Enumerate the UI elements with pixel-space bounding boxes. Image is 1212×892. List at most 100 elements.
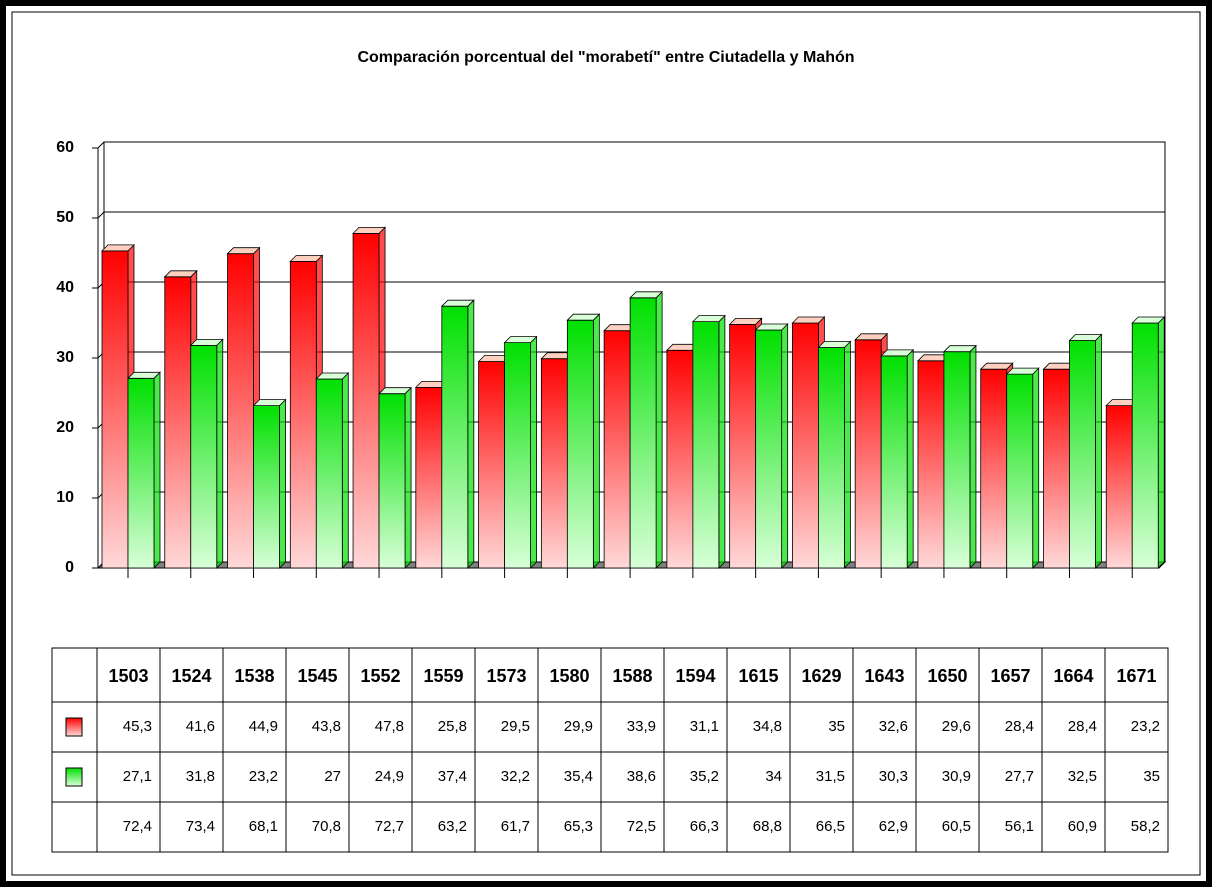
table-header: 1657 bbox=[990, 666, 1030, 686]
bar bbox=[1005, 367, 1040, 569]
table-cell: 31,1 bbox=[690, 718, 719, 735]
table-cell: 28,4 bbox=[1005, 718, 1034, 735]
table-cell: 37,4 bbox=[438, 768, 467, 785]
table-cell: 25,8 bbox=[438, 718, 467, 735]
table-cell: 32,5 bbox=[1068, 768, 1097, 785]
table-cell: 29,9 bbox=[564, 718, 593, 735]
y-tick-label: 10 bbox=[56, 489, 74, 506]
y-tick-label: 30 bbox=[56, 349, 74, 366]
table-header: 1629 bbox=[801, 666, 841, 686]
table-cell: 29,6 bbox=[942, 718, 971, 735]
legend-marker bbox=[65, 717, 83, 737]
chart-title: Comparación porcentual del "morabetí" en… bbox=[357, 49, 854, 66]
table-cell: 31,8 bbox=[186, 768, 215, 785]
table-header: 1559 bbox=[423, 666, 463, 686]
bar bbox=[629, 290, 664, 569]
bar bbox=[503, 335, 538, 569]
table-cell: 23,2 bbox=[249, 768, 278, 785]
bar bbox=[880, 348, 915, 569]
table-cell: 23,2 bbox=[1131, 718, 1160, 735]
table-header: 1503 bbox=[108, 666, 148, 686]
table-header: 1538 bbox=[234, 666, 274, 686]
bar bbox=[127, 371, 161, 569]
legend-marker bbox=[65, 767, 83, 787]
bar bbox=[1068, 333, 1103, 569]
table-cell: 29,5 bbox=[501, 718, 530, 735]
table-cell: 60,9 bbox=[1068, 818, 1097, 835]
table-cell: 62,9 bbox=[879, 818, 908, 835]
table-cell: 32,6 bbox=[879, 718, 908, 735]
table-cell: 31,5 bbox=[816, 768, 845, 785]
table-cell: 43,8 bbox=[312, 718, 341, 735]
table-cell: 66,5 bbox=[816, 818, 845, 835]
table-cell: 34 bbox=[765, 768, 782, 785]
bar bbox=[440, 299, 475, 569]
table-cell: 73,4 bbox=[186, 818, 215, 835]
table-cell: 35 bbox=[828, 718, 845, 735]
table-cell: 24,9 bbox=[375, 768, 404, 785]
table-header: 1573 bbox=[486, 666, 526, 686]
table-cell: 72,4 bbox=[123, 818, 152, 835]
table-header: 1671 bbox=[1116, 666, 1156, 686]
bar bbox=[691, 314, 726, 569]
table-cell: 63,2 bbox=[438, 818, 467, 835]
table-cell: 41,6 bbox=[186, 718, 215, 735]
table-cell: 65,3 bbox=[564, 818, 593, 835]
table-cell: 27,1 bbox=[123, 768, 152, 785]
table-header: 1594 bbox=[675, 666, 715, 686]
table-cell: 30,9 bbox=[942, 768, 971, 785]
table-cell: 68,1 bbox=[249, 818, 278, 835]
table-cell: 72,5 bbox=[627, 818, 656, 835]
bar bbox=[189, 338, 224, 569]
table-cell: 58,2 bbox=[1131, 818, 1160, 835]
table-cell: 35,4 bbox=[564, 768, 593, 785]
bar bbox=[942, 344, 977, 569]
table-cell: 44,9 bbox=[249, 718, 278, 735]
table-header: 1524 bbox=[171, 666, 211, 686]
bar bbox=[352, 226, 387, 569]
bar bbox=[817, 340, 852, 569]
y-tick-label: 50 bbox=[56, 209, 74, 226]
y-tick-label: 20 bbox=[56, 419, 74, 436]
bar bbox=[378, 386, 413, 569]
table-cell: 60,5 bbox=[942, 818, 971, 835]
table-header: 1643 bbox=[864, 666, 904, 686]
table-cell: 28,4 bbox=[1068, 718, 1097, 735]
table-cell: 45,3 bbox=[123, 718, 152, 735]
table-header: 1552 bbox=[360, 666, 400, 686]
table-header: 1650 bbox=[927, 666, 967, 686]
y-tick-label: 60 bbox=[56, 139, 74, 156]
table-cell: 30,3 bbox=[879, 768, 908, 785]
table-cell: 47,8 bbox=[375, 718, 404, 735]
table-cell: 66,3 bbox=[690, 818, 719, 835]
table-cell: 32,2 bbox=[501, 768, 530, 785]
bar bbox=[754, 323, 789, 569]
table-cell: 35,2 bbox=[690, 768, 719, 785]
table-cell: 56,1 bbox=[1005, 818, 1034, 835]
table-cell: 70,8 bbox=[312, 818, 341, 835]
inner-border bbox=[11, 11, 1201, 876]
table-cell: 38,6 bbox=[627, 768, 656, 785]
bar bbox=[566, 313, 601, 569]
table-header: 1545 bbox=[297, 666, 337, 686]
table-cell: 34,8 bbox=[753, 718, 782, 735]
table-cell: 27 bbox=[324, 768, 341, 785]
table-cell: 61,7 bbox=[501, 818, 530, 835]
table-cell: 33,9 bbox=[627, 718, 656, 735]
y-tick-label: 0 bbox=[65, 559, 74, 576]
table-cell: 27,7 bbox=[1005, 768, 1034, 785]
table-cell: 72,7 bbox=[375, 818, 404, 835]
table-cell: 68,8 bbox=[753, 818, 782, 835]
table-header: 1588 bbox=[612, 666, 652, 686]
table-header: 1615 bbox=[738, 666, 778, 686]
grid-line bbox=[97, 141, 105, 149]
bar bbox=[1131, 316, 1166, 569]
y-tick-label: 40 bbox=[56, 279, 74, 296]
table-cell: 35 bbox=[1143, 768, 1160, 785]
table-header: 1664 bbox=[1053, 666, 1093, 686]
bar bbox=[315, 372, 350, 569]
table-header: 1580 bbox=[549, 666, 589, 686]
bar bbox=[252, 398, 287, 569]
grid-line bbox=[97, 211, 105, 219]
